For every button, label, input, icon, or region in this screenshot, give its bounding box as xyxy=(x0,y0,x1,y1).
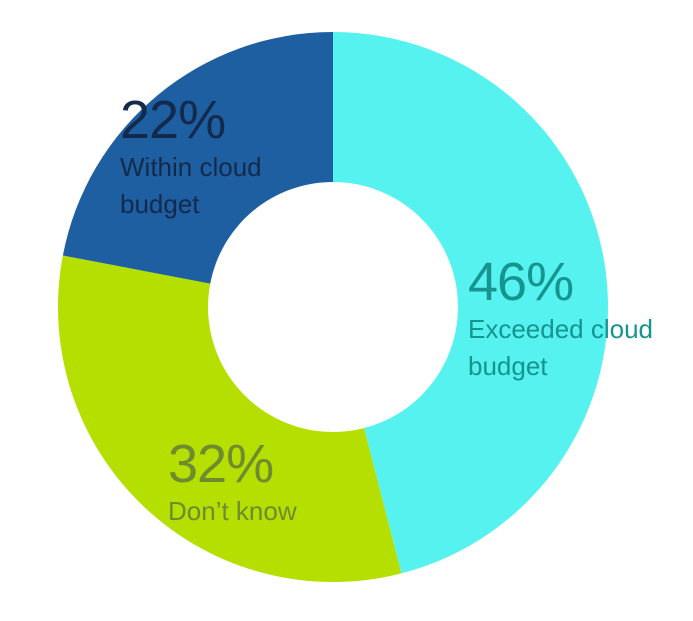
donut-slice xyxy=(57,255,402,582)
category-label: Exceeded cloud budget xyxy=(468,314,654,381)
value-label: 22% xyxy=(120,90,226,150)
slice-label: 46% Exceeded cloud budget xyxy=(468,255,658,385)
value-label: 32% xyxy=(168,434,274,494)
slice-label: 22% Within cloud budget xyxy=(120,93,310,223)
category-label: Don’t know xyxy=(168,496,297,526)
value-label: 46% xyxy=(468,252,574,312)
donut-slice xyxy=(62,32,334,284)
slice-label: 32% Don’t know xyxy=(168,437,368,530)
category-label: Within cloud budget xyxy=(120,152,262,219)
donut-slice xyxy=(333,32,608,574)
